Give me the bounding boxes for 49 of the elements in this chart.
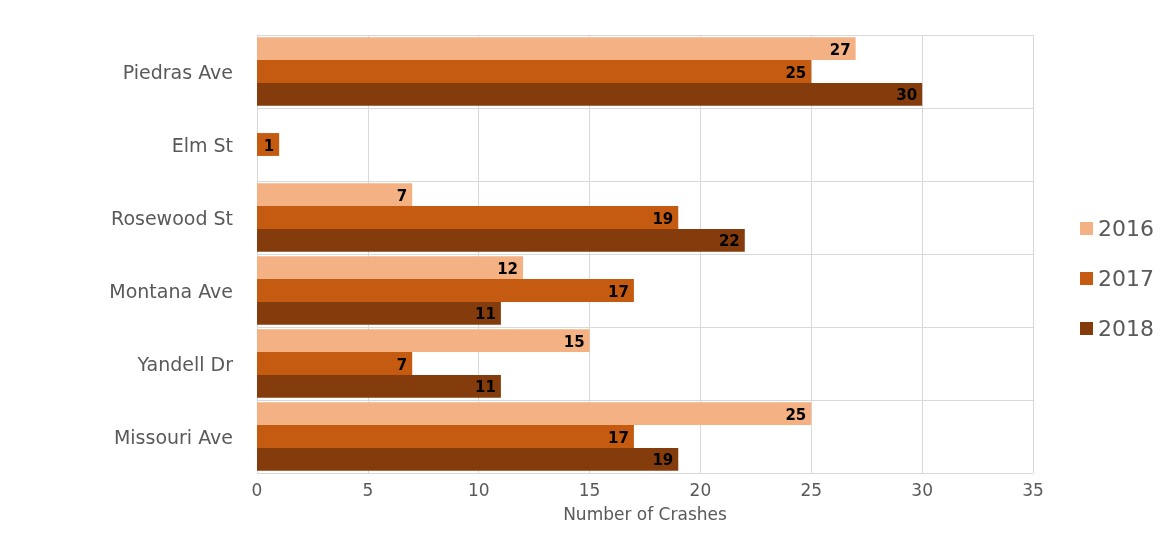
bar [257, 256, 524, 280]
data-label: 25 [785, 405, 807, 424]
y-tick-label: Elm St [171, 133, 233, 156]
x-tick-label: 5 [362, 479, 374, 500]
x-tick-label: 20 [689, 479, 712, 500]
x-tick-label: 15 [578, 479, 601, 500]
bar [257, 329, 590, 353]
data-label: 22 [718, 232, 740, 251]
bar [257, 374, 501, 398]
bar [257, 206, 679, 229]
data-label: 30 [896, 86, 918, 105]
bar [257, 425, 634, 448]
data-label: 17 [608, 282, 629, 301]
data-label: 12 [497, 259, 519, 278]
x-tick-label: 0 [251, 479, 263, 500]
y-tick-label: Rosewood St [111, 206, 233, 229]
data-label: 7 [396, 186, 408, 205]
data-label: 19 [652, 451, 674, 470]
data-label: 11 [475, 378, 496, 397]
x-tick-label: 25 [800, 479, 823, 500]
x-tick-label: 30 [911, 479, 933, 500]
x-tick-label: 10 [467, 479, 490, 500]
legend-label: 2017 [1098, 266, 1155, 291]
data-label: 15 [563, 332, 585, 351]
legend-label: 2016 [1098, 216, 1155, 241]
bar [257, 183, 413, 207]
legend-label: 2018 [1098, 316, 1155, 341]
data-label: 11 [475, 305, 496, 324]
y-tick-label: Missouri Ave [113, 425, 233, 448]
data-label: 19 [652, 209, 674, 228]
data-label: 25 [785, 63, 807, 82]
data-label: 17 [608, 428, 629, 447]
data-label: 7 [396, 355, 408, 374]
y-tick-label: Montana Ave [109, 279, 233, 302]
bar [257, 402, 812, 426]
bar [257, 82, 923, 106]
bar [257, 37, 856, 61]
bar [257, 279, 634, 302]
bar [257, 352, 413, 375]
y-tick-label: Yandell Dr [136, 352, 234, 375]
data-label: 27 [829, 40, 851, 59]
bar [257, 228, 745, 252]
bar [257, 60, 812, 83]
x-axis-title: Number of Crashes [563, 503, 727, 524]
bar [257, 301, 501, 325]
bar [257, 447, 679, 471]
x-tick-label: 35 [1022, 479, 1044, 500]
data-label: 1 [263, 136, 275, 155]
y-tick-label: Piedras Ave [122, 60, 233, 83]
